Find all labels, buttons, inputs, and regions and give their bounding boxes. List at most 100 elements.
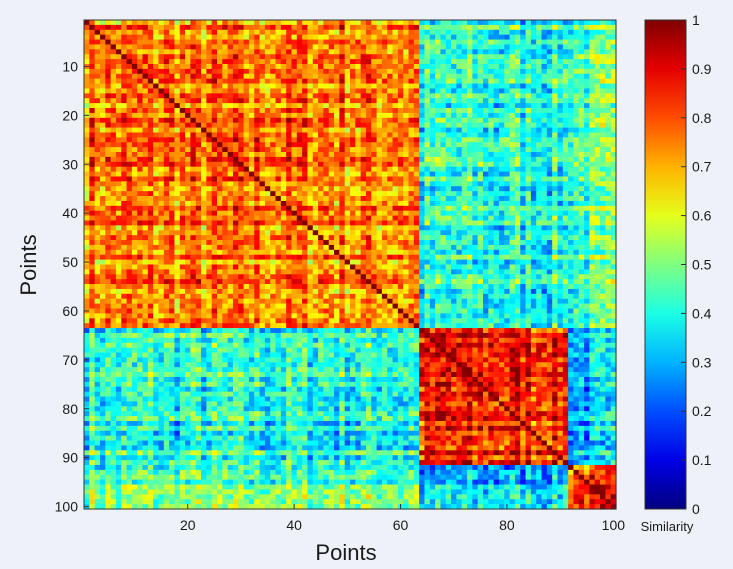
heatmap-cell xyxy=(179,166,186,173)
heatmap-cell xyxy=(440,200,447,207)
heatmap-cell xyxy=(334,44,340,50)
heatmap-cell xyxy=(435,132,442,138)
heatmap-cell xyxy=(259,103,266,109)
heatmap-cell xyxy=(323,240,330,246)
heatmap-cell xyxy=(451,205,457,212)
heatmap-cell xyxy=(594,117,601,124)
heatmap-cell xyxy=(371,200,378,207)
heatmap-cell xyxy=(238,181,245,187)
heatmap-cell xyxy=(174,108,181,114)
heatmap-cell xyxy=(110,137,117,143)
heatmap-cell xyxy=(259,29,266,36)
heatmap-cell xyxy=(264,98,271,104)
heatmap-cell xyxy=(419,259,426,266)
heatmap-cell xyxy=(584,64,590,70)
heatmap-cell xyxy=(350,83,356,90)
heatmap-cell xyxy=(536,254,543,261)
heatmap-cell xyxy=(302,68,309,75)
heatmap-cell xyxy=(387,137,394,143)
heatmap-cell xyxy=(504,191,511,197)
heatmap-cell xyxy=(190,142,197,148)
heatmap-cell xyxy=(147,220,154,226)
heatmap-cell xyxy=(429,249,436,256)
heatmap-cell xyxy=(429,205,436,212)
heatmap-cell xyxy=(179,98,186,104)
heatmap-cell xyxy=(408,112,415,119)
heatmap-cell xyxy=(211,200,218,207)
heatmap-cell xyxy=(190,68,197,75)
heatmap-cell xyxy=(190,205,197,212)
heatmap-cell xyxy=(243,24,250,31)
heatmap-cell xyxy=(376,210,383,217)
heatmap-cell xyxy=(137,112,144,119)
heatmap-cell xyxy=(424,83,431,90)
heatmap-cell xyxy=(153,196,160,202)
heatmap-cell xyxy=(424,34,431,41)
heatmap-cell xyxy=(211,103,218,109)
heatmap-cell xyxy=(163,215,170,222)
heatmap-cell xyxy=(84,132,90,138)
heatmap-cell xyxy=(350,73,356,80)
heatmap-cell xyxy=(562,108,569,114)
heatmap-cell xyxy=(248,254,255,261)
heatmap-cell xyxy=(440,68,447,75)
heatmap-cell xyxy=(147,88,154,94)
heatmap-cell xyxy=(360,220,367,226)
heatmap-cell xyxy=(174,103,181,109)
heatmap-cell xyxy=(89,210,96,217)
heatmap-cell xyxy=(286,122,293,129)
heatmap-cell xyxy=(94,171,101,178)
heatmap-cell xyxy=(365,259,372,266)
heatmap-cell xyxy=(302,103,309,109)
heatmap-cell xyxy=(84,88,90,94)
heatmap-cell xyxy=(514,20,521,26)
heatmap-cell xyxy=(153,64,160,70)
heatmap-cell xyxy=(307,20,314,26)
heatmap-cell xyxy=(254,122,261,129)
heatmap-cell xyxy=(472,127,479,134)
heatmap-cell xyxy=(147,205,154,212)
heatmap-cell xyxy=(568,166,575,173)
heatmap-cell xyxy=(280,225,287,231)
heatmap-cell xyxy=(232,244,239,251)
heatmap-cell xyxy=(323,156,330,163)
heatmap-cell xyxy=(472,259,479,266)
heatmap-cell xyxy=(610,88,617,94)
heatmap-cell xyxy=(419,34,426,41)
heatmap-cell xyxy=(115,93,122,99)
heatmap-cell xyxy=(488,191,495,197)
heatmap-cell xyxy=(238,156,245,163)
heatmap-cell xyxy=(578,39,585,46)
heatmap-cell xyxy=(137,68,144,75)
heatmap-cell xyxy=(254,39,261,46)
heatmap-cell xyxy=(296,249,303,256)
heatmap-cell xyxy=(158,220,165,226)
heatmap-cell xyxy=(350,137,356,143)
heatmap-cell xyxy=(126,156,133,163)
heatmap-cell xyxy=(419,39,426,46)
heatmap-cell xyxy=(110,103,117,109)
heatmap-cell xyxy=(381,220,388,226)
heatmap-cell xyxy=(110,49,117,55)
heatmap-cell xyxy=(413,230,420,236)
heatmap-cell xyxy=(397,215,404,222)
heatmap-cell xyxy=(403,142,410,148)
heatmap-cell xyxy=(483,108,489,114)
heatmap-cell xyxy=(568,161,575,168)
heatmap-cell xyxy=(264,34,271,41)
heatmap-cell xyxy=(115,191,122,197)
heatmap-cell xyxy=(498,20,505,26)
heatmap-cell xyxy=(350,215,356,222)
heatmap-cell xyxy=(169,112,176,119)
heatmap-cell xyxy=(504,108,511,114)
heatmap-cell xyxy=(440,171,447,178)
heatmap-cell xyxy=(440,54,447,60)
heatmap-cell xyxy=(472,152,479,158)
heatmap-cell xyxy=(243,39,250,46)
heatmap-cell xyxy=(408,176,415,182)
heatmap-cell xyxy=(360,49,367,55)
heatmap-cell xyxy=(498,127,505,134)
heatmap-cell xyxy=(541,259,548,266)
heatmap-cell xyxy=(589,132,596,138)
heatmap-cell xyxy=(334,244,340,251)
